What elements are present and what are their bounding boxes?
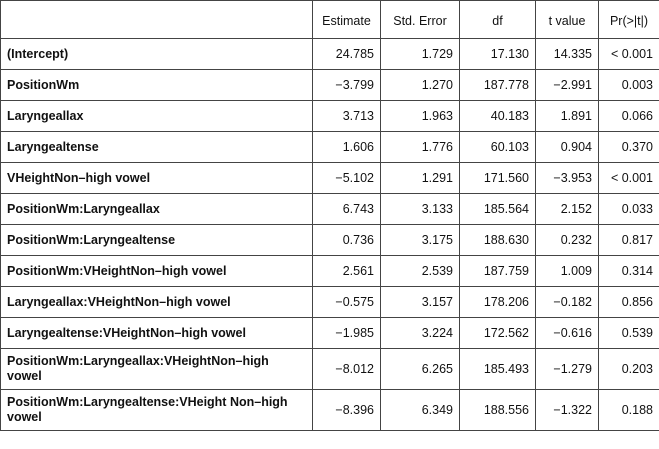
std-error-cell: 3.224: [380, 317, 460, 349]
header-row: Estimate Std. Error df t value Pr(>|t|): [0, 0, 659, 39]
t-value-cell: 14.335: [535, 38, 599, 70]
std-error-cell: 3.157: [380, 286, 460, 318]
p-value-cell: 0.003: [598, 69, 659, 101]
term-cell: PositionWm:Laryngealtense: [0, 224, 313, 256]
std-error-cell: 1.963: [380, 100, 460, 132]
table-row: Laryngealtense:VHeightNon–high vowel −1.9…: [0, 317, 659, 349]
p-value-cell: 0.539: [598, 317, 659, 349]
t-value-cell: −3.953: [535, 162, 599, 194]
df-cell: 17.130: [459, 38, 536, 70]
estimate-cell: 6.743: [312, 193, 381, 225]
t-value-cell: −1.279: [535, 348, 599, 390]
term-cell: VHeightNon–high vowel: [0, 162, 313, 194]
term-cell: Laryngealtense: [0, 131, 313, 163]
term-cell: PositionWm:Laryngealtense:VHeight Non–hi…: [0, 389, 313, 431]
p-value-cell: 0.370: [598, 131, 659, 163]
estimate-cell: 0.736: [312, 224, 381, 256]
df-cell: 188.630: [459, 224, 536, 256]
df-column-header: df: [459, 0, 536, 39]
table-row: PositionWm:Laryngeallax 6.743 3.133 185.564…: [0, 193, 659, 225]
df-cell: 40.183: [459, 100, 536, 132]
df-cell: 185.493: [459, 348, 536, 390]
df-cell: 187.759: [459, 255, 536, 287]
table-row: Laryngeallax:VHeightNon–high vowel −0.575…: [0, 286, 659, 318]
df-cell: 171.560: [459, 162, 536, 194]
t-value-cell: 0.904: [535, 131, 599, 163]
p-value-cell: < 0.001: [598, 38, 659, 70]
df-cell: 185.564: [459, 193, 536, 225]
term-cell: Laryngeallax:VHeightNon–high vowel: [0, 286, 313, 318]
estimate-cell: −1.985: [312, 317, 381, 349]
estimate-cell: −3.799: [312, 69, 381, 101]
p-value-cell: 0.314: [598, 255, 659, 287]
p-value-cell: < 0.001: [598, 162, 659, 194]
df-cell: 188.556: [459, 389, 536, 431]
regression-table: Estimate Std. Error df t value Pr(>|t|) …: [0, 0, 659, 431]
table-row: Laryngeallax 3.713 1.963 40.183 1.891 0.066: [0, 100, 659, 132]
estimate-cell: −8.012: [312, 348, 381, 390]
table-body: (Intercept) 24.785 1.729 17.130 14.335 < 0.00…: [0, 38, 659, 431]
term-cell: PositionWm: [0, 69, 313, 101]
estimate-cell: 3.713: [312, 100, 381, 132]
table-row: (Intercept) 24.785 1.729 17.130 14.335 < 0.00…: [0, 38, 659, 70]
estimate-cell: −5.102: [312, 162, 381, 194]
std-error-cell: 1.270: [380, 69, 460, 101]
p-value-cell: 0.856: [598, 286, 659, 318]
table-row: Laryngealtense 1.606 1.776 60.103 0.904 0.370: [0, 131, 659, 163]
df-cell: 178.206: [459, 286, 536, 318]
p-value-cell: 0.033: [598, 193, 659, 225]
table-row: VHeightNon–high vowel −5.102 1.291 171.560−…: [0, 162, 659, 194]
term-cell: PositionWm:Laryngeallax:VHeightNon–high …: [0, 348, 313, 390]
p-value-cell: 0.066: [598, 100, 659, 132]
t-value-cell: −2.991: [535, 69, 599, 101]
p-value-column-header: Pr(>|t|): [598, 0, 659, 39]
term-cell: Laryngealtense:VHeightNon–high vowel: [0, 317, 313, 349]
table-row: PositionWm:VHeightNon–high vowel 2.561 2.5…: [0, 255, 659, 287]
std-error-cell: 3.133: [380, 193, 460, 225]
std-error-cell: 3.175: [380, 224, 460, 256]
t-value-cell: −0.182: [535, 286, 599, 318]
estimate-cell: 1.606: [312, 131, 381, 163]
t-value-cell: 0.232: [535, 224, 599, 256]
df-cell: 172.562: [459, 317, 536, 349]
estimate-column-header: Estimate: [312, 0, 381, 39]
std-error-column-header: Std. Error: [380, 0, 460, 39]
p-value-cell: 0.817: [598, 224, 659, 256]
std-error-cell: 6.349: [380, 389, 460, 431]
std-error-cell: 2.539: [380, 255, 460, 287]
t-value-column-header: t value: [535, 0, 599, 39]
p-value-cell: 0.188: [598, 389, 659, 431]
term-cell: PositionWm:Laryngeallax: [0, 193, 313, 225]
estimate-cell: 24.785: [312, 38, 381, 70]
term-column-header: [0, 0, 313, 39]
t-value-cell: 2.152: [535, 193, 599, 225]
t-value-cell: 1.891: [535, 100, 599, 132]
term-cell: (Intercept): [0, 38, 313, 70]
table-row: PositionWm:Laryngeallax:VHeightNon–high …: [0, 348, 659, 390]
t-value-cell: −1.322: [535, 389, 599, 431]
table-row: PositionWm:Laryngealtense:VHeight Non–hi…: [0, 389, 659, 431]
term-cell: Laryngeallax: [0, 100, 313, 132]
table-row: PositionWm −3.799 1.270 187.778 −2.991 0.003: [0, 69, 659, 101]
estimate-cell: 2.561: [312, 255, 381, 287]
df-cell: 60.103: [459, 131, 536, 163]
table-row: PositionWm:Laryngealtense 0.736 3.175 188.6…: [0, 224, 659, 256]
std-error-cell: 1.291: [380, 162, 460, 194]
term-cell: PositionWm:VHeightNon–high vowel: [0, 255, 313, 287]
t-value-cell: 1.009: [535, 255, 599, 287]
df-cell: 187.778: [459, 69, 536, 101]
t-value-cell: −0.616: [535, 317, 599, 349]
std-error-cell: 1.776: [380, 131, 460, 163]
estimate-cell: −8.396: [312, 389, 381, 431]
p-value-cell: 0.203: [598, 348, 659, 390]
std-error-cell: 6.265: [380, 348, 460, 390]
std-error-cell: 1.729: [380, 38, 460, 70]
estimate-cell: −0.575: [312, 286, 381, 318]
